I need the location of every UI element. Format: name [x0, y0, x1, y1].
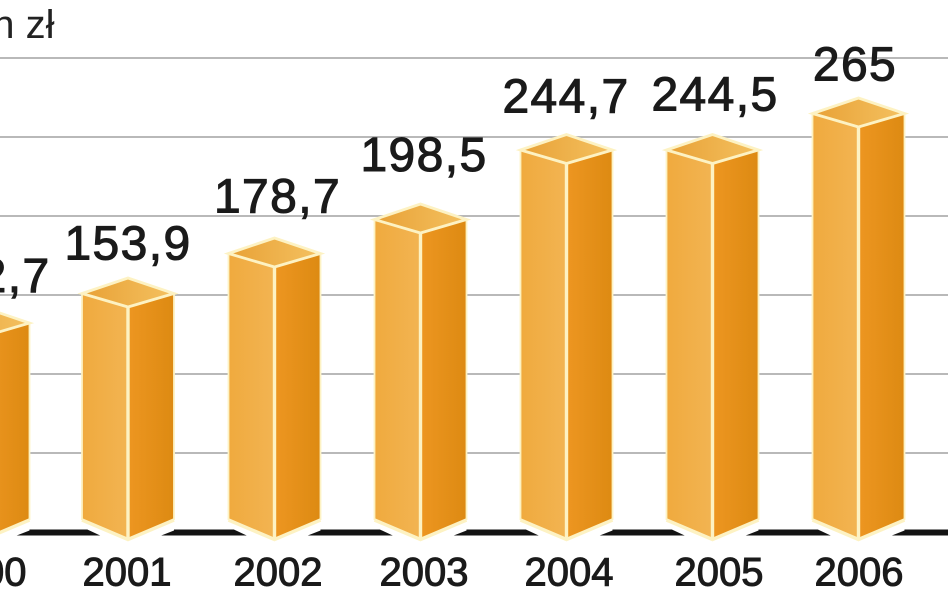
svg-text:244,5: 244,5	[651, 69, 778, 122]
svg-text:198,5: 198,5	[360, 129, 487, 182]
svg-text:2005: 2005	[675, 551, 764, 593]
svg-text:153,9: 153,9	[64, 218, 191, 271]
svg-text:265: 265	[813, 39, 897, 92]
svg-text:132,7: 132,7	[0, 250, 51, 303]
svg-text:244,7: 244,7	[502, 71, 629, 124]
svg-text:2001: 2001	[83, 551, 172, 593]
svg-text:2003: 2003	[380, 551, 469, 593]
svg-text:2002: 2002	[234, 551, 323, 593]
svg-text:2004: 2004	[525, 551, 614, 593]
svg-text:178,7: 178,7	[214, 171, 341, 224]
svg-text:mln zł: mln zł	[0, 3, 55, 47]
svg-text:2000: 2000	[0, 551, 26, 593]
svg-text:2006: 2006	[815, 551, 904, 593]
